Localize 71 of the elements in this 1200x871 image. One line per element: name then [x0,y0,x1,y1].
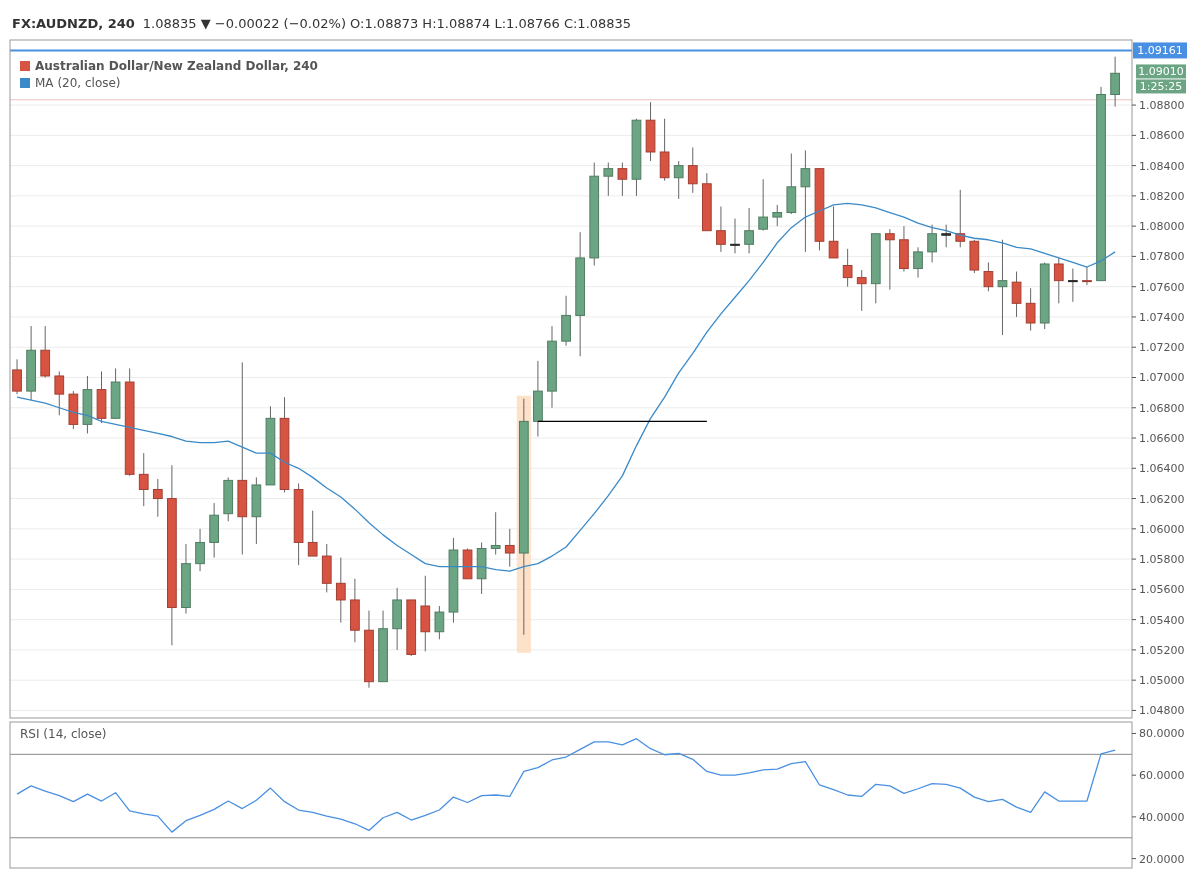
candlestick [716,205,726,253]
candlestick [997,239,1008,336]
y-tick-label: 1.07200 [1139,341,1185,355]
candlestick [490,511,501,556]
y-tick-label: 1.08000 [1139,220,1185,234]
line-series [16,202,1116,572]
chart-title: RSI (14, close) [20,727,107,741]
candlestick [1053,257,1064,304]
candlestick [335,557,346,624]
y-tick-label: 1.07000 [1139,371,1185,385]
y-tick-label: 1.05400 [1139,613,1185,627]
candlestick [941,224,952,248]
candlestick [744,207,754,254]
legend-label: MA (20, close) [35,76,121,90]
y-tick-label: 1.04800 [1139,704,1185,718]
y-tick-label: 80.0000 [1139,727,1185,741]
y-tick-label: 60.0000 [1139,769,1185,783]
y-tick-label: 1.06600 [1139,432,1185,446]
candlestick [1110,56,1120,108]
candlestick [772,204,783,227]
y-tick-label: 1.07600 [1139,280,1185,294]
candlestick [730,218,740,254]
candlestick [955,189,966,248]
chart-subtitle: 1.08835 ▼ −0.00022 (−0.02%) O:1.08873 H:1.08874 L:1.08766 C:1.08835 [142,16,632,31]
y-tick-label: 1.08400 [1139,159,1185,173]
candlestick [983,261,994,292]
candlestick [1011,271,1022,318]
y-tick-label: 1.08800 [1139,99,1185,113]
candlestick [856,269,867,312]
y-tick-label: 1.06200 [1139,492,1185,506]
ref-line-label: 1.09161 [1137,44,1183,58]
candlestick [1025,287,1036,332]
candlestick [603,162,614,197]
candlestick [758,178,769,232]
y-tick-label: 40.0000 [1139,810,1185,824]
candlestick [927,224,937,263]
candlestick [307,510,318,557]
candlestick [1082,266,1092,286]
candlestick [504,528,515,568]
candlestick [687,146,698,194]
line-series [16,738,1116,833]
candlestick [138,452,149,507]
candlestick [12,358,22,395]
candlestick [800,149,811,253]
y-tick-label: 1.05200 [1139,643,1185,657]
candlestick [434,605,445,640]
candlestick [54,370,65,416]
candlestick [913,246,923,279]
y-tick-label: 20.0000 [1139,852,1185,866]
text: 1.09010 [1138,65,1184,79]
y-tick-label: 1.05600 [1139,583,1185,597]
y-tick-label: 1.08200 [1139,189,1185,203]
candlestick [195,528,205,572]
y-tick-label: 1.05000 [1139,674,1185,688]
text: 1:25:25 [1139,80,1183,94]
candlestick [842,248,853,288]
y-tick-label: 1.05800 [1139,553,1185,567]
y-tick-label: 1.08600 [1139,129,1185,143]
candlestick [885,228,895,291]
candlestick [617,162,628,197]
y-tick-label: 1.07400 [1139,310,1185,324]
y-tick-label: 1.06000 [1139,522,1185,536]
y-tick-label: 1.06400 [1139,462,1185,476]
y-tick-label: 1.06800 [1139,401,1185,415]
candlestick [1068,268,1078,303]
candlestick [828,205,839,259]
candlestick [152,478,163,518]
chart-title: FX:AUDNZD, 240 [12,16,135,31]
legend-label: Australian Dollar/New Zealand Dollar, 240 [35,59,318,73]
candlestick [673,160,684,200]
y-tick-label: 1.07800 [1139,250,1185,264]
